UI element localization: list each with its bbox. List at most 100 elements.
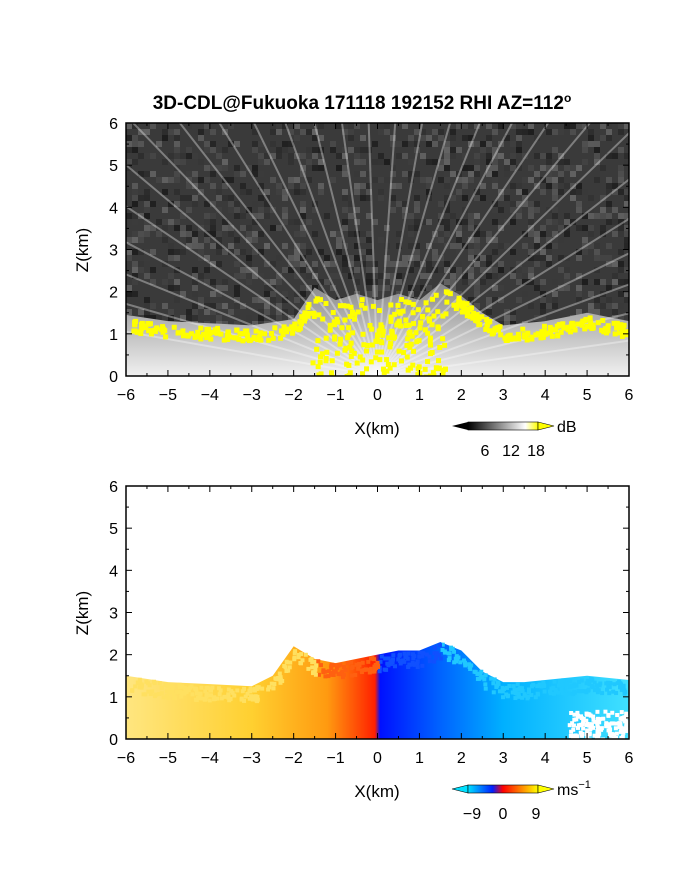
intensity-noise-cell [564, 183, 570, 189]
intensity-noise-cell [300, 201, 306, 207]
intensity-saturated-cell [560, 321, 566, 327]
intensity-noise-cell [228, 135, 234, 141]
velocity-edge-cell [240, 689, 245, 694]
intensity-noise-cell [624, 159, 629, 165]
intensity-noise-cell [564, 225, 570, 231]
velocity-edge-cell [580, 689, 585, 694]
intensity-noise-cell [444, 165, 450, 171]
intensity-noise-cell [456, 231, 462, 237]
intensity-noise-cell [366, 273, 372, 279]
intensity-noise-cell [192, 225, 198, 231]
intensity-saturated-cell [181, 332, 187, 338]
intensity-noise-cell [462, 195, 468, 201]
intensity-saturated-cell [307, 310, 313, 316]
intensity-noise-cell [366, 243, 372, 249]
velocity-edge-cell [243, 694, 248, 699]
velocity-edge-cell [437, 653, 442, 658]
intensity-saturated-cell [388, 302, 394, 308]
intensity-noise-cell [126, 237, 132, 243]
velocity-colorbar-unit: ms−1 [557, 779, 591, 799]
intensity-saturated-cell [143, 325, 149, 331]
intensity-saturated-cell [443, 311, 449, 317]
intensity-noise-cell [264, 261, 270, 267]
intensity-y-axis-label: Z(km) [73, 228, 92, 272]
intensity-noise-cell [162, 159, 168, 165]
velocity-edge-cell [357, 661, 362, 666]
intensity-noise-cell [462, 273, 468, 279]
intensity-noise-cell [564, 213, 570, 219]
intensity-noise-cell [426, 159, 432, 165]
intensity-noise-cell [264, 219, 270, 225]
intensity-noise-cell [426, 183, 432, 189]
intensity-noise-cell [438, 267, 444, 273]
intensity-noise-cell [228, 273, 234, 279]
intensity-noise-cell [492, 165, 498, 171]
intensity-noise-cell [474, 153, 480, 159]
intensity-noise-cell [624, 297, 629, 303]
intensity-saturated-cell [377, 327, 383, 333]
intensity-noise-cell [270, 177, 276, 183]
intensity-noise-cell [594, 249, 600, 255]
intensity-noise-cell [162, 129, 168, 135]
intensity-noise-cell [318, 183, 324, 189]
intensity-noise-cell [246, 261, 252, 267]
intensity-noise-cell [600, 255, 606, 261]
intensity-saturated-cell [484, 322, 490, 328]
intensity-noise-cell [612, 303, 618, 309]
intensity-noise-cell [144, 309, 150, 315]
velocity-edge-cell [185, 686, 190, 691]
intensity-saturated-cell [329, 358, 335, 364]
velocity-edge-cell [412, 662, 417, 667]
velocity-edge-cell [216, 686, 221, 691]
intensity-noise-cell [132, 201, 138, 207]
intensity-noise-cell [234, 141, 240, 147]
intensity-noise-cell [294, 255, 300, 261]
intensity-noise-cell [306, 249, 312, 255]
intensity-noise-cell [588, 195, 594, 201]
intensity-noise-cell [414, 285, 420, 291]
intensity-noise-cell [306, 291, 312, 297]
intensity-noise-cell [504, 135, 510, 141]
intensity-noise-cell [504, 189, 510, 195]
intensity-noise-cell [474, 195, 480, 201]
velocity-gap-cell [614, 721, 619, 726]
intensity-noise-cell [450, 195, 456, 201]
intensity-noise-cell [294, 219, 300, 225]
intensity-noise-cell [252, 147, 258, 153]
velocity-edge-cell [232, 693, 237, 698]
intensity-noise-cell [492, 129, 498, 135]
intensity-saturated-cell [445, 290, 451, 296]
intensity-noise-cell [192, 303, 198, 309]
intensity-noise-cell [390, 135, 396, 141]
intensity-noise-cell [438, 201, 444, 207]
intensity-saturated-cell [368, 359, 374, 365]
intensity-noise-cell [168, 243, 174, 249]
intensity-noise-cell [588, 231, 594, 237]
velocity-edge-cell [278, 675, 283, 680]
intensity-echo-ray [218, 123, 379, 376]
intensity-saturated-cell [335, 319, 341, 325]
intensity-noise-cell [294, 309, 300, 315]
intensity-noise-cell [468, 123, 474, 129]
intensity-noise-cell [384, 261, 390, 267]
intensity-saturated-cell [160, 324, 166, 330]
intensity-noise-cell [540, 291, 546, 297]
velocity-edge-cell [194, 698, 199, 703]
intensity-noise-cell [150, 279, 156, 285]
intensity-noise-cell [132, 159, 138, 165]
velocity-edge-cell [600, 691, 605, 696]
velocity-edge-cell [492, 677, 497, 682]
intensity-saturated-cell [243, 328, 249, 334]
intensity-noise-cell [558, 189, 564, 195]
intensity-noise-cell [240, 267, 246, 273]
intensity-noise-cell [396, 201, 402, 207]
intensity-noise-cell [342, 189, 348, 195]
intensity-saturated-cell [529, 334, 535, 340]
velocity-gap-cell [604, 721, 609, 726]
velocity-edge-cell [139, 685, 144, 690]
intensity-noise-cell [576, 183, 582, 189]
intensity-noise-cell [390, 195, 396, 201]
intensity-noise-cell [414, 261, 420, 267]
velocity-edge-cell [427, 654, 432, 659]
intensity-noise-cell [516, 141, 522, 147]
